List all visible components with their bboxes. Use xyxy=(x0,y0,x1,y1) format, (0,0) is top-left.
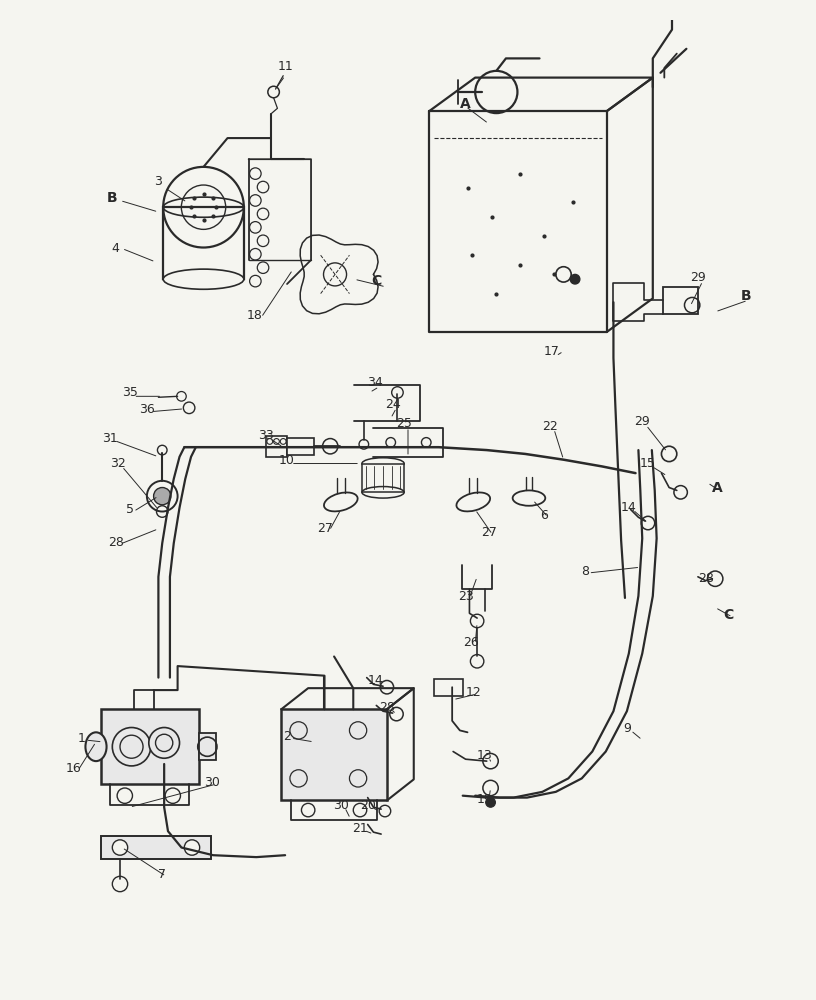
Text: 24: 24 xyxy=(385,397,401,410)
Text: 22: 22 xyxy=(542,420,558,433)
Ellipse shape xyxy=(86,732,107,761)
Ellipse shape xyxy=(512,490,545,506)
Text: 20: 20 xyxy=(360,799,375,812)
Ellipse shape xyxy=(362,458,404,469)
Circle shape xyxy=(290,722,307,739)
Text: 14: 14 xyxy=(367,674,384,687)
Circle shape xyxy=(349,770,366,787)
Text: 15: 15 xyxy=(640,457,656,470)
Text: 7: 7 xyxy=(158,868,166,881)
Text: 27: 27 xyxy=(317,522,334,535)
Circle shape xyxy=(153,488,171,505)
Circle shape xyxy=(113,840,127,855)
Text: 25: 25 xyxy=(397,417,412,430)
Text: 1: 1 xyxy=(78,732,86,745)
Text: B: B xyxy=(107,191,118,205)
Text: 28: 28 xyxy=(379,701,395,714)
Bar xyxy=(101,709,199,784)
Text: 2: 2 xyxy=(283,730,291,743)
Bar xyxy=(101,836,211,859)
Text: 29: 29 xyxy=(634,415,650,428)
Text: 11: 11 xyxy=(277,60,293,73)
Text: 9: 9 xyxy=(623,722,631,735)
Circle shape xyxy=(184,840,200,855)
Text: 8: 8 xyxy=(581,565,588,578)
Circle shape xyxy=(349,722,366,739)
Bar xyxy=(287,438,314,455)
Circle shape xyxy=(570,274,580,284)
Text: 23: 23 xyxy=(458,589,473,602)
Text: 33: 33 xyxy=(258,429,274,442)
Text: 16: 16 xyxy=(66,762,82,775)
Circle shape xyxy=(118,788,132,803)
Bar xyxy=(434,679,463,696)
Text: B: B xyxy=(741,289,752,303)
Text: C: C xyxy=(371,274,381,288)
Text: 34: 34 xyxy=(367,376,384,389)
Text: A: A xyxy=(460,97,471,111)
Text: 28: 28 xyxy=(698,572,713,585)
Text: 19: 19 xyxy=(477,793,493,806)
Ellipse shape xyxy=(456,492,490,511)
Text: 12: 12 xyxy=(465,686,481,698)
Circle shape xyxy=(165,788,180,803)
Circle shape xyxy=(301,803,315,817)
Text: 30: 30 xyxy=(333,799,348,812)
Text: 10: 10 xyxy=(279,454,295,467)
Text: 36: 36 xyxy=(139,403,155,416)
Circle shape xyxy=(290,770,307,787)
Text: C: C xyxy=(724,608,734,622)
Circle shape xyxy=(113,728,151,766)
Circle shape xyxy=(157,445,167,455)
Text: 13: 13 xyxy=(477,749,493,762)
Text: 5: 5 xyxy=(126,503,134,516)
Bar xyxy=(266,436,287,457)
Bar xyxy=(163,207,244,279)
Text: 27: 27 xyxy=(481,526,497,539)
Text: 4: 4 xyxy=(111,242,119,255)
Text: 28: 28 xyxy=(109,536,124,549)
Text: 17: 17 xyxy=(544,345,560,358)
Bar xyxy=(362,464,404,492)
Text: 6: 6 xyxy=(540,509,548,522)
Bar xyxy=(663,287,698,314)
Circle shape xyxy=(353,803,366,817)
Text: 32: 32 xyxy=(110,457,126,470)
Circle shape xyxy=(486,798,495,807)
Text: 35: 35 xyxy=(122,386,138,399)
Text: 31: 31 xyxy=(103,432,118,445)
Circle shape xyxy=(147,481,178,512)
Text: 30: 30 xyxy=(204,776,220,789)
Text: 14: 14 xyxy=(621,501,636,514)
Text: A: A xyxy=(712,481,722,495)
Text: 21: 21 xyxy=(353,822,368,835)
Text: 3: 3 xyxy=(154,175,162,188)
Text: 18: 18 xyxy=(246,309,262,322)
Bar xyxy=(282,709,387,800)
Bar xyxy=(199,733,216,760)
Circle shape xyxy=(149,728,180,758)
Text: 29: 29 xyxy=(690,271,706,284)
Ellipse shape xyxy=(324,492,357,511)
Text: 26: 26 xyxy=(463,636,479,649)
Ellipse shape xyxy=(163,269,244,289)
